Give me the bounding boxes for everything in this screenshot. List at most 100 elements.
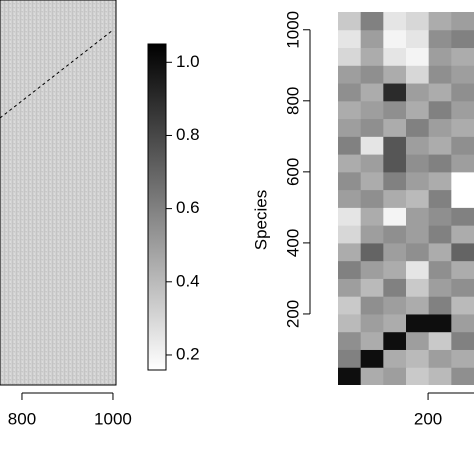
cell bbox=[360, 278, 384, 297]
cell bbox=[406, 278, 430, 297]
cell bbox=[406, 154, 430, 173]
cell bbox=[360, 189, 384, 208]
cell bbox=[406, 207, 430, 226]
cell bbox=[451, 207, 474, 226]
cell bbox=[428, 189, 452, 208]
cell bbox=[383, 189, 407, 208]
cell bbox=[383, 83, 407, 102]
cell bbox=[428, 118, 452, 137]
cell bbox=[406, 225, 430, 244]
cell bbox=[360, 296, 384, 315]
cell bbox=[383, 349, 407, 368]
colorbar bbox=[147, 43, 167, 371]
y-axis-label: Species bbox=[251, 190, 270, 250]
y-tick-label: 400 bbox=[283, 229, 302, 257]
cell bbox=[360, 12, 384, 31]
colorbar-tick-label: 0.2 bbox=[176, 344, 200, 363]
cell bbox=[338, 118, 362, 137]
cell bbox=[406, 83, 430, 102]
cell bbox=[338, 367, 362, 385]
cell bbox=[383, 29, 407, 49]
y-tick-label: 200 bbox=[283, 300, 302, 328]
cell bbox=[451, 260, 474, 279]
y-tick-label: 800 bbox=[283, 87, 302, 115]
cell bbox=[338, 242, 362, 262]
cell bbox=[383, 12, 407, 31]
cell bbox=[451, 65, 474, 84]
cell bbox=[360, 367, 384, 385]
colorbar-tick-label: 0.4 bbox=[176, 271, 200, 290]
y-tick-label: 1000 bbox=[283, 11, 302, 49]
cell bbox=[383, 47, 407, 66]
x-tick-label: 1000 bbox=[94, 409, 132, 428]
cell bbox=[338, 207, 362, 226]
cell bbox=[428, 331, 452, 350]
cell bbox=[360, 47, 384, 66]
cell bbox=[360, 313, 384, 333]
cell bbox=[383, 118, 407, 137]
x-tick-label: 800 bbox=[8, 409, 36, 428]
cell bbox=[406, 331, 430, 350]
cell bbox=[383, 171, 407, 191]
cell bbox=[451, 349, 474, 368]
cell bbox=[360, 260, 384, 279]
cell bbox=[383, 225, 407, 244]
cell bbox=[338, 225, 362, 244]
x-tick-label: 200 bbox=[414, 409, 442, 428]
cell bbox=[406, 189, 430, 208]
cell bbox=[383, 136, 407, 155]
cell bbox=[338, 12, 362, 31]
cell bbox=[451, 171, 474, 191]
cell bbox=[451, 29, 474, 49]
cell bbox=[383, 278, 407, 297]
cell bbox=[338, 349, 362, 368]
cell bbox=[428, 349, 452, 368]
cell bbox=[338, 260, 362, 279]
cell bbox=[338, 100, 362, 120]
cell bbox=[428, 260, 452, 279]
cell bbox=[428, 225, 452, 244]
cell bbox=[428, 242, 452, 262]
cell bbox=[428, 136, 452, 155]
cell bbox=[383, 367, 407, 385]
cell bbox=[451, 136, 474, 155]
cell bbox=[338, 313, 362, 333]
cell bbox=[451, 242, 474, 262]
colorbar-tick-label: 0.8 bbox=[176, 125, 200, 144]
cell bbox=[406, 296, 430, 315]
cell bbox=[360, 29, 384, 49]
cell bbox=[406, 260, 430, 279]
cell bbox=[338, 154, 362, 173]
cell bbox=[451, 278, 474, 297]
cell bbox=[383, 260, 407, 279]
cell bbox=[338, 296, 362, 315]
cell bbox=[451, 296, 474, 315]
cell bbox=[428, 313, 452, 333]
cell bbox=[338, 331, 362, 350]
cell bbox=[428, 296, 452, 315]
cell bbox=[383, 313, 407, 333]
cell bbox=[360, 171, 384, 191]
cell bbox=[406, 29, 430, 49]
colorbar-tick-label: 0.6 bbox=[176, 198, 200, 217]
cell bbox=[451, 118, 474, 137]
cell bbox=[406, 367, 430, 385]
cell bbox=[383, 242, 407, 262]
cell bbox=[406, 47, 430, 66]
cell bbox=[338, 171, 362, 191]
cell bbox=[383, 65, 407, 84]
cell bbox=[406, 65, 430, 84]
cell bbox=[428, 29, 452, 49]
cell bbox=[428, 367, 452, 385]
cell bbox=[360, 100, 384, 120]
cell bbox=[383, 331, 407, 350]
cell bbox=[360, 83, 384, 102]
cell bbox=[338, 83, 362, 102]
cell bbox=[428, 171, 452, 191]
cell bbox=[451, 154, 474, 173]
cell bbox=[406, 136, 430, 155]
cell bbox=[451, 100, 474, 120]
cell bbox=[406, 313, 430, 333]
